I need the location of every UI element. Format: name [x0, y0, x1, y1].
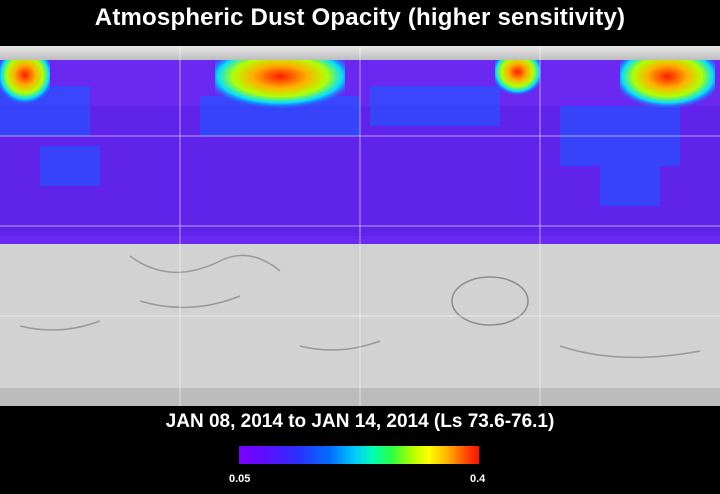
colorbar-max-label: 0.4 [470, 473, 486, 485]
map-canvas [0, 46, 720, 406]
date-range: JAN 08, 2014 to JAN 14, 2014 (Ls 73.6-76… [165, 411, 555, 432]
map-title: Atmospheric Dust Opacity (higher sensiti… [94, 4, 626, 31]
graticule [0, 46, 720, 406]
colorbar [239, 446, 479, 464]
terrain-features [19, 254, 701, 359]
colorbar-min-label: 0.05 [229, 473, 251, 485]
mars-map [0, 46, 720, 406]
dust-high-patches [0, 60, 715, 115]
